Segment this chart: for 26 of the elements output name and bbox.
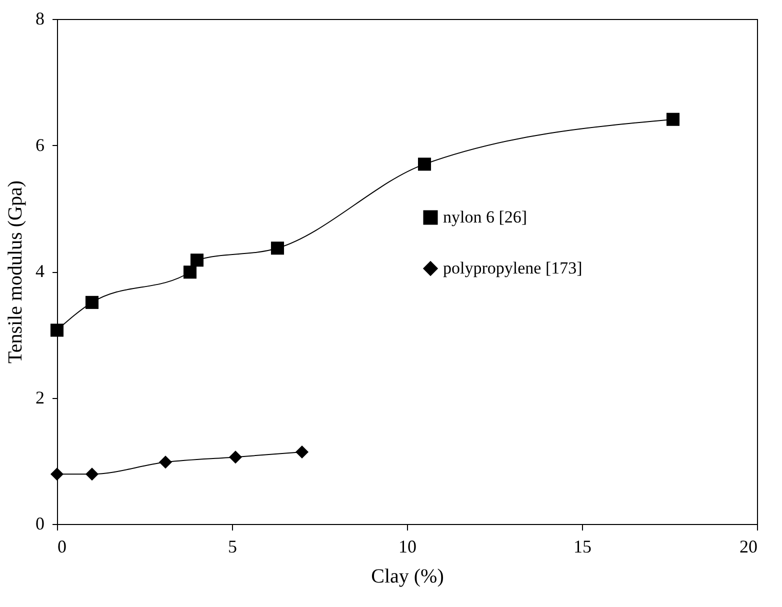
- point: [50, 324, 64, 337]
- point: [418, 158, 432, 171]
- point: [85, 296, 99, 309]
- point: [183, 266, 197, 279]
- point: [228, 450, 242, 464]
- point: [158, 456, 172, 469]
- point: [50, 468, 64, 481]
- x-tick-label: 5: [228, 536, 237, 556]
- legend-label: nylon 6 [26]: [443, 208, 528, 226]
- x-tick-label: 20: [740, 536, 758, 556]
- x-tick-label: 0: [58, 536, 66, 556]
- legend-label: polypropylene [173]: [443, 258, 582, 278]
- point: [190, 254, 204, 267]
- point: [270, 242, 284, 255]
- point: [295, 446, 309, 459]
- y-tick-label: 6: [36, 134, 44, 155]
- x-tick-label: 15: [574, 536, 592, 556]
- y-tick-label: 0: [36, 514, 44, 534]
- x-tick-label: 10: [398, 536, 416, 556]
- y-tick-label: 4: [36, 261, 44, 281]
- y-tick-label: 8: [36, 8, 44, 28]
- point: [666, 112, 680, 126]
- point: [85, 468, 99, 481]
- y-tick-label: 2: [36, 387, 44, 408]
- x-axis-title: Clay (%): [371, 566, 444, 588]
- y-axis-title: Tensile modulus (Gpa): [4, 180, 26, 364]
